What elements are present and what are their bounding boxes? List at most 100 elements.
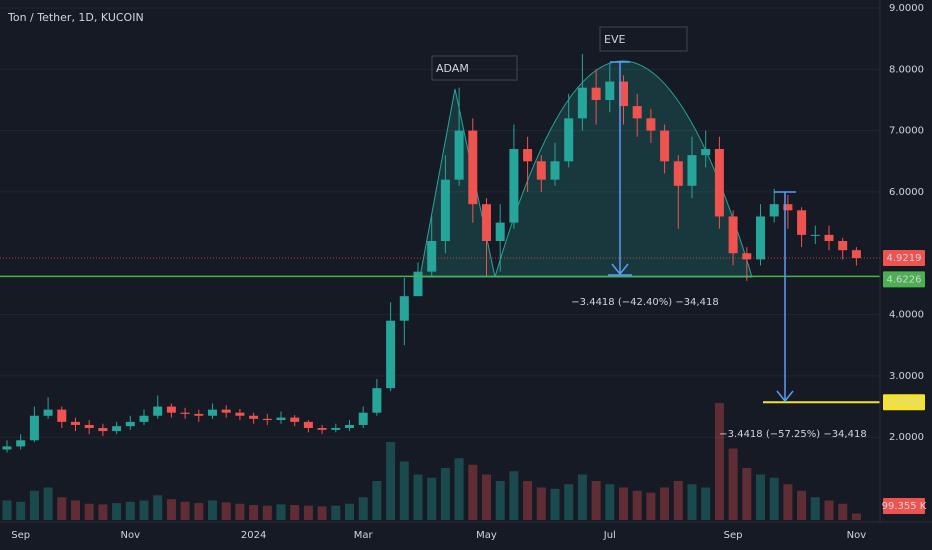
- candle-body: [454, 130, 464, 180]
- volume-bar: [57, 497, 67, 520]
- volume-bar: [783, 484, 793, 520]
- candles: [2, 53, 861, 520]
- candle-body: [660, 130, 670, 162]
- candle-body: [577, 87, 587, 119]
- overlay: [0, 257, 880, 404]
- volume-bar: [372, 481, 382, 520]
- volume-bar: [454, 458, 464, 520]
- volume-bar: [345, 503, 354, 520]
- candle-body: [756, 216, 765, 260]
- candle-body: [509, 149, 519, 223]
- volume-bar: [851, 513, 861, 520]
- candle-body: [235, 412, 245, 416]
- candle-body: [249, 415, 259, 419]
- candle-body: [605, 81, 615, 100]
- candle-body: [180, 412, 190, 414]
- candle-body: [427, 240, 437, 272]
- candle-body: [797, 210, 807, 235]
- volume-bar: [810, 497, 820, 520]
- chart-title: Ton / Tether, 1D, KUCOIN: [7, 11, 144, 24]
- x-tick-label: May: [476, 530, 497, 541]
- volume-bar: [440, 468, 450, 520]
- volume-bar: [509, 471, 519, 520]
- volume-bar: [71, 500, 80, 520]
- candle-body: [495, 222, 505, 241]
- volume-bar: [482, 474, 491, 520]
- candle-body: [482, 204, 491, 241]
- candle-body: [440, 179, 450, 241]
- candle-body: [208, 409, 217, 416]
- volume-bar: [98, 504, 108, 520]
- candle-body: [139, 415, 149, 422]
- last-price-label: 4.9219: [887, 253, 922, 264]
- candle-body: [262, 418, 272, 421]
- volume-bar: [290, 505, 300, 520]
- candle-body: [303, 421, 313, 429]
- volume-bar: [605, 484, 615, 520]
- x-tick-label: Nov: [847, 530, 867, 541]
- volume-bar: [824, 500, 834, 520]
- volume-bar: [194, 503, 204, 520]
- eve-box: [599, 26, 688, 52]
- x-tick-label: Sep: [11, 530, 30, 541]
- volume-bar: [838, 503, 848, 520]
- volume-bar: [797, 490, 807, 520]
- volume-bar: [235, 503, 245, 520]
- volume-bar: [646, 492, 656, 520]
- volume-bar: [262, 505, 272, 520]
- candle-body: [372, 388, 382, 413]
- volume-bar: [16, 501, 26, 520]
- candle-body: [742, 253, 752, 260]
- y-tick-label: 4.0000: [889, 310, 924, 321]
- volume-bar: [742, 468, 752, 520]
- candle-body: [564, 118, 574, 162]
- candle-body: [345, 424, 354, 429]
- candle-body: [728, 216, 738, 254]
- volume-bar: [495, 481, 505, 520]
- candle-body: [619, 81, 628, 107]
- measure-arrow-1: [608, 61, 632, 276]
- volume-bar: [249, 505, 259, 520]
- candle-body: [783, 204, 793, 211]
- candle-body: [851, 250, 861, 259]
- last-price-label-box: [883, 250, 925, 267]
- y-tick-label: 6.0000: [889, 187, 924, 198]
- volume-bar: [2, 500, 12, 520]
- volume-bar: [125, 501, 135, 520]
- candle-body: [838, 240, 848, 251]
- volume-bar: [317, 506, 327, 520]
- volume-bar: [687, 484, 697, 520]
- candle-body: [386, 320, 396, 389]
- candle-body: [714, 149, 724, 217]
- x-tick-label: Mar: [354, 530, 374, 541]
- candle-body: [769, 204, 779, 217]
- volume-bar: [728, 448, 738, 520]
- candle-body: [632, 106, 642, 119]
- candle-body: [824, 234, 834, 241]
- volume-bar: [427, 477, 437, 520]
- candle-body: [71, 421, 80, 425]
- candle-body: [399, 296, 409, 321]
- volume-bar: [660, 487, 670, 520]
- adam-label: ADAM: [436, 62, 469, 75]
- candle-body: [536, 161, 546, 180]
- candle-body: [317, 428, 327, 430]
- candle-body: [687, 155, 697, 186]
- candle-body: [153, 406, 163, 416]
- candle-body: [276, 417, 286, 421]
- volume-bar: [673, 481, 683, 520]
- candle-body: [43, 409, 53, 416]
- x-tick-label: Nov: [121, 530, 141, 541]
- support-label-box: [883, 271, 925, 288]
- candle-body: [194, 413, 204, 416]
- x-tick-label: 2024: [241, 530, 266, 541]
- volume-bar: [714, 403, 724, 520]
- volume-bar: [331, 505, 341, 520]
- volume-bar: [564, 484, 574, 520]
- y-tick-label: 9.0000: [889, 3, 924, 14]
- volume-bar: [619, 487, 628, 520]
- candle-body: [413, 271, 423, 297]
- candle-body: [673, 161, 683, 186]
- candle-body: [98, 428, 108, 432]
